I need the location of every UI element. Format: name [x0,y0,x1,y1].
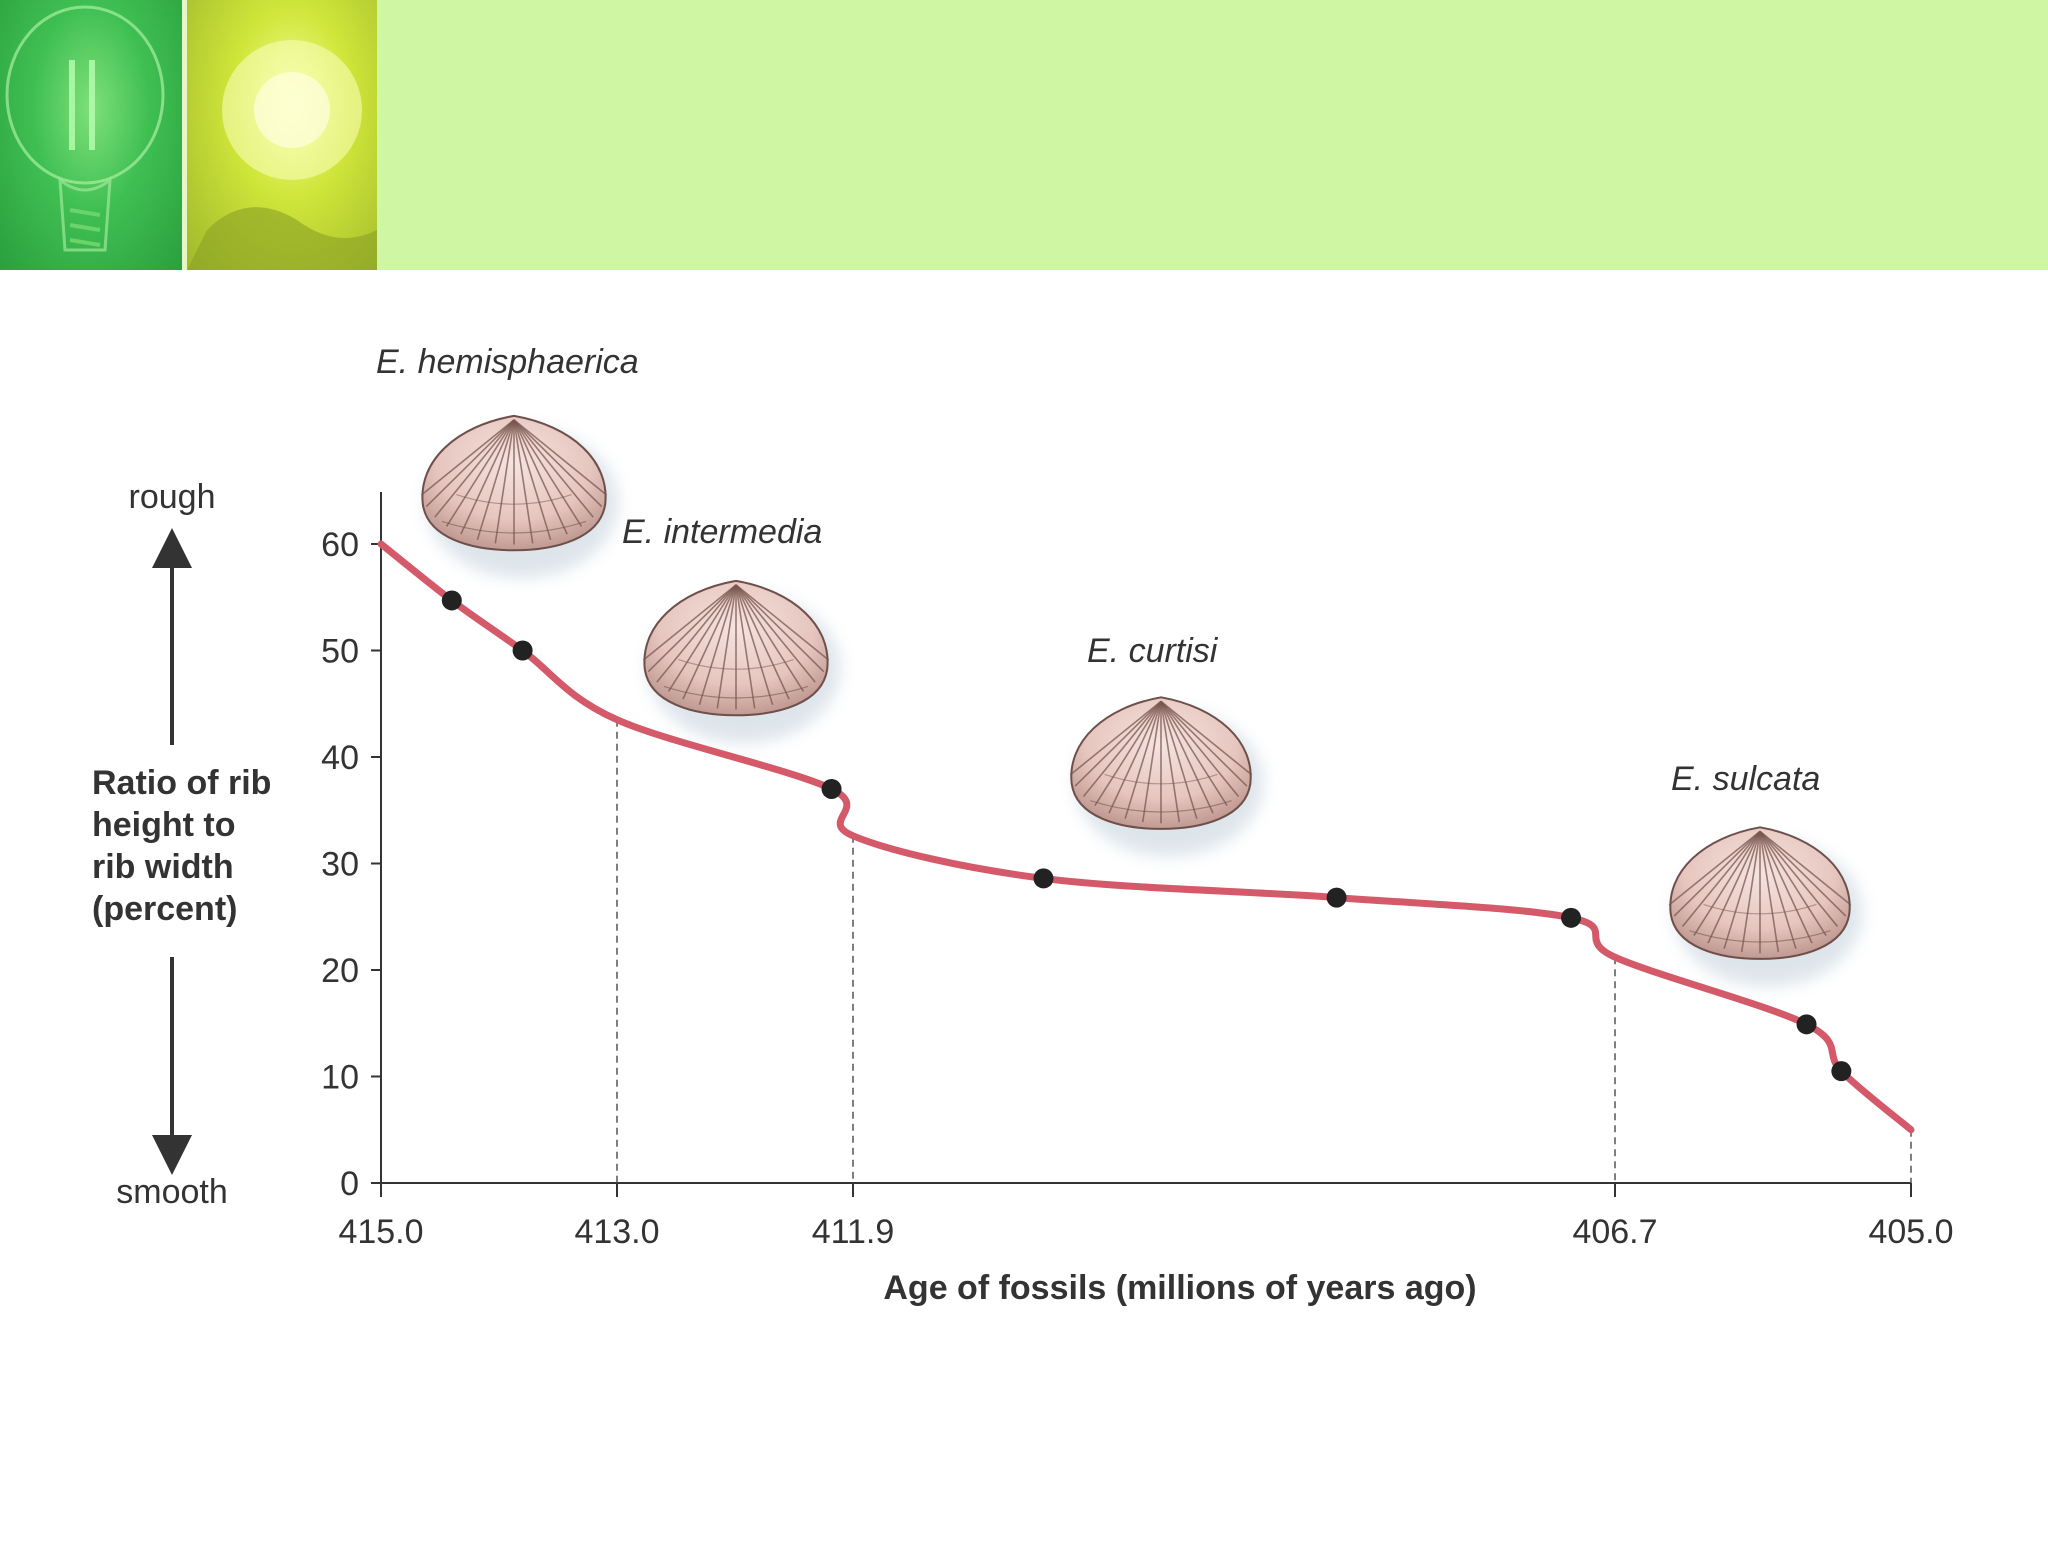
x-axis-title: Age of fossils (millions of years ago) [883,1269,1476,1307]
y-tick-label: 50 [321,633,359,671]
species-label-curtisi: E. curtisi [1087,632,1219,670]
data-point [512,640,533,661]
y-tick-label: 60 [321,526,359,564]
x-tick-label: 411.9 [812,1213,895,1251]
x-tick-label: 415.0 [338,1213,423,1251]
y-axis-title: Ratio of rib height to rib width (percen… [92,764,281,928]
data-point [1831,1061,1852,1082]
data-point [1326,887,1347,908]
y-axis-title-line-4: (percent) [92,890,237,928]
y-axis-title-line-2: height to [92,806,236,844]
y-top-label: rough [129,478,216,516]
y-axis-title-line-3: rib width [92,848,234,886]
x-tick-label: 406.7 [1572,1213,1657,1251]
y-tick-label: 10 [321,1059,359,1097]
y-bottom-label: smooth [116,1173,228,1211]
shell-sulcata-icon [1668,826,1862,987]
lightbulb-image-green [0,0,182,270]
species-label-hemisphaerica: E. hemisphaerica [376,343,639,381]
x-tick-label: 413.0 [574,1213,659,1251]
data-point [1796,1014,1817,1035]
y-tick-label: 20 [321,952,359,990]
shell-intermedia-icon [642,579,840,743]
data-point [821,778,842,799]
y-tick-label: 30 [321,846,359,884]
banner-separator [182,0,187,270]
data-point [1033,868,1054,889]
data-point [1561,907,1582,928]
y-tick-label: 40 [321,739,359,777]
data-point [441,590,462,611]
x-tick-label: 405.0 [1868,1213,1953,1251]
data-curve [377,540,1915,1134]
species-label-intermedia: E. intermedia [622,513,822,551]
shell-curtisi-icon [1069,696,1263,857]
shell-hemisphaerica-icon [420,414,618,578]
y-axis-title-line-1: Ratio of rib [92,764,271,802]
y-tick-label: 0 [340,1165,359,1203]
species-label-sulcata: E. sulcata [1671,760,1820,798]
lightbulb-image-yellow [187,0,377,270]
